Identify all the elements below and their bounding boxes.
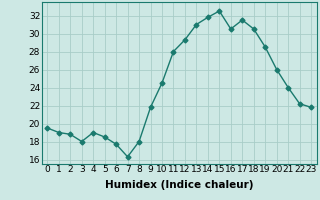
X-axis label: Humidex (Indice chaleur): Humidex (Indice chaleur)	[105, 180, 253, 190]
